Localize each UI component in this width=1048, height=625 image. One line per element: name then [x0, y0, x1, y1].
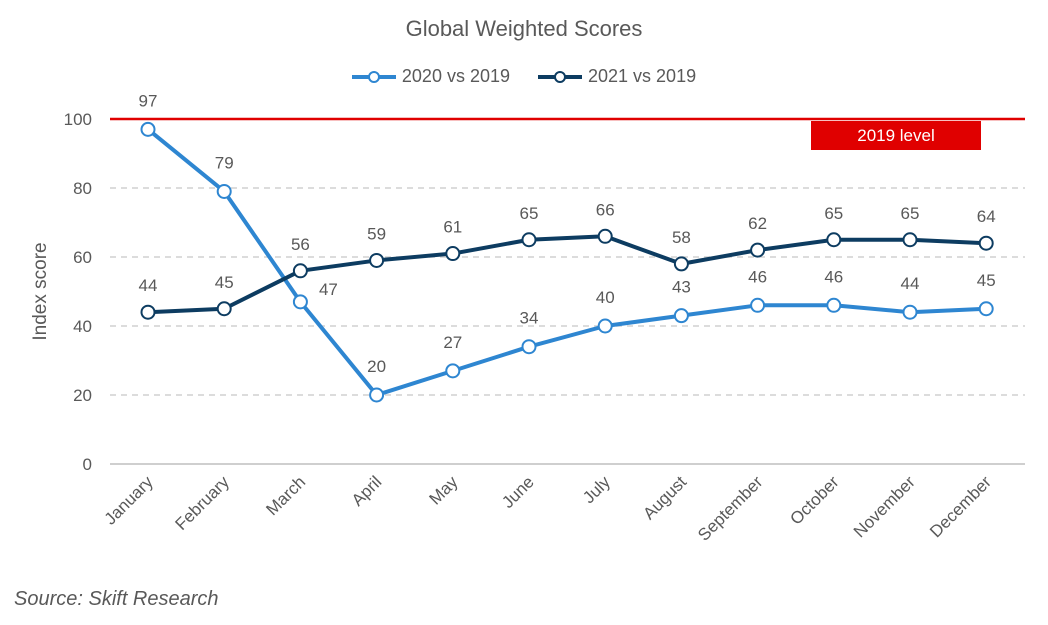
data-label-0: 45 — [977, 271, 996, 290]
data-label-0: 20 — [367, 357, 386, 376]
y-tick-label: 40 — [73, 317, 92, 336]
legend-swatch-2021 — [538, 70, 582, 83]
y-tick-label: 60 — [73, 248, 92, 267]
data-label-1: 56 — [291, 235, 310, 254]
data-label-1: 44 — [139, 276, 158, 295]
legend-item-2021: 2021 vs 2019 — [538, 66, 696, 87]
data-label-0: 43 — [672, 278, 691, 297]
reference-label: 2019 level — [811, 121, 981, 150]
x-tick-label: March — [262, 472, 309, 519]
data-label-1: 62 — [748, 214, 767, 233]
data-point-0 — [216, 183, 232, 199]
data-label-1: 64 — [977, 207, 996, 226]
data-point-1 — [597, 228, 613, 244]
data-point-0 — [978, 301, 994, 317]
data-label-1: 45 — [215, 273, 234, 292]
x-tick-label: December — [926, 472, 995, 541]
data-label-1: 61 — [443, 218, 462, 237]
data-point-0 — [140, 121, 156, 137]
data-point-0 — [445, 363, 461, 379]
data-point-1 — [216, 301, 232, 317]
data-label-1: 66 — [596, 200, 615, 219]
data-label-1: 59 — [367, 224, 386, 243]
data-label-0: 44 — [901, 274, 920, 293]
data-label-1: 65 — [901, 204, 920, 223]
data-label-0: 97 — [139, 91, 158, 110]
x-tick-label: May — [425, 472, 461, 508]
data-point-1 — [826, 232, 842, 248]
y-axis-label: Index score — [30, 242, 51, 340]
y-tick-label: 100 — [64, 110, 92, 129]
data-label-0: 27 — [443, 333, 462, 352]
legend-label-2020: 2020 vs 2019 — [401, 66, 510, 86]
x-tick-label: February — [171, 472, 233, 534]
data-point-1 — [292, 263, 308, 279]
data-label-0: 79 — [215, 153, 234, 172]
y-tick-label: 80 — [73, 179, 92, 198]
data-label-0: 46 — [748, 267, 767, 286]
x-tick-label: July — [579, 472, 614, 507]
chart-title: Global Weighted Scores — [405, 16, 643, 41]
x-tick-label: April — [348, 472, 385, 509]
x-tick-label: January — [101, 472, 158, 529]
legend-item-2020: 2020 vs 2019 — [351, 66, 510, 87]
data-point-1 — [673, 256, 689, 272]
data-point-0 — [369, 387, 385, 403]
data-point-1 — [369, 252, 385, 268]
data-point-0 — [750, 297, 766, 313]
source-note: Source: Skift Research — [14, 588, 219, 610]
data-label-0: 46 — [824, 267, 843, 286]
x-tick-label: August — [639, 472, 690, 523]
y-tick-label: 20 — [73, 386, 92, 405]
y-tick-label: 0 — [83, 455, 92, 474]
legend-swatch-2020 — [351, 70, 396, 83]
data-point-0 — [826, 297, 842, 313]
x-tick-label: October — [786, 472, 842, 528]
data-label-0: 40 — [596, 288, 615, 307]
legend: 2020 vs 2019 2021 vs 2019 — [0, 66, 1048, 87]
x-tick-label: September — [694, 472, 766, 544]
series-line-0 — [146, 127, 987, 397]
legend-label-2021: 2021 vs 2019 — [588, 66, 697, 86]
data-point-1 — [902, 232, 918, 248]
data-point-0 — [673, 308, 689, 324]
data-label-1: 58 — [672, 228, 691, 247]
data-point-1 — [750, 242, 766, 258]
data-point-1 — [445, 246, 461, 262]
data-point-0 — [521, 339, 537, 355]
x-tick-label: June — [498, 472, 538, 512]
data-point-1 — [140, 304, 156, 320]
data-label-1: 65 — [824, 204, 843, 223]
data-point-0 — [597, 318, 613, 334]
data-label-0: 34 — [520, 309, 539, 328]
data-label-0: 47 — [319, 280, 338, 299]
data-point-1 — [978, 235, 994, 251]
x-tick-label: November — [850, 472, 919, 541]
series-line-1 — [147, 234, 987, 315]
data-label-1: 65 — [520, 204, 539, 223]
data-point-0 — [292, 294, 308, 310]
data-point-1 — [521, 232, 537, 248]
data-point-0 — [902, 304, 918, 320]
